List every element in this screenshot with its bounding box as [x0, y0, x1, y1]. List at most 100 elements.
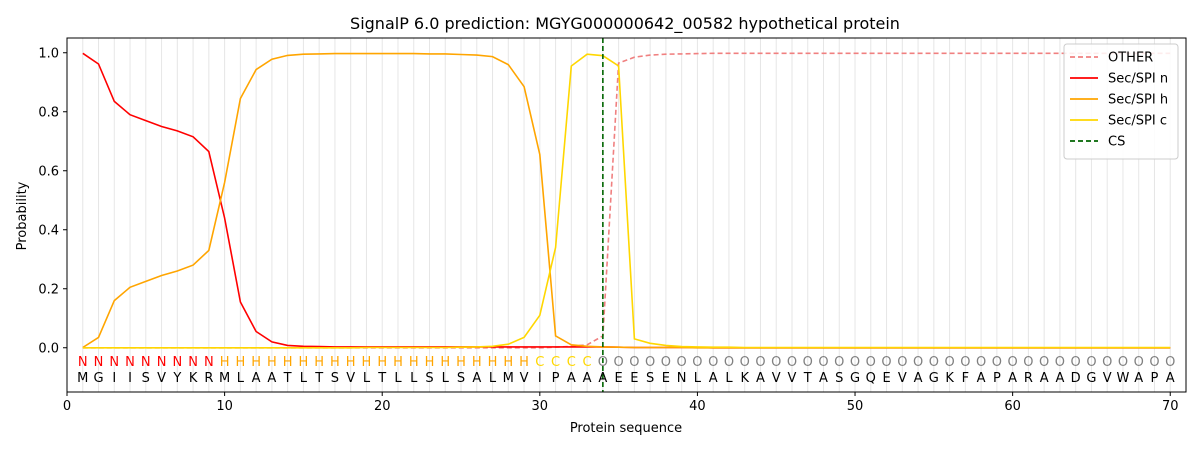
residue-letter: A [1166, 371, 1175, 386]
residue-letter: Q [866, 371, 876, 386]
region-label: O [645, 355, 655, 370]
region-label: N [157, 355, 167, 370]
region-label: O [629, 355, 639, 370]
residue-letter: G [929, 371, 939, 386]
x-axis-label: Protein sequence [570, 421, 682, 436]
x-tick-label: 60 [1004, 399, 1021, 414]
legend-label: Sec/SPI h [1108, 93, 1168, 108]
residue-letter: A [977, 371, 986, 386]
residue-letter: M [77, 371, 88, 386]
y-tick-label: 0.6 [38, 164, 59, 179]
region-label: O [724, 355, 734, 370]
legend-label: OTHER [1108, 51, 1153, 66]
residue-letter: P [993, 371, 1001, 386]
region-label: O [803, 355, 813, 370]
region-label: O [740, 355, 750, 370]
region-label: O [866, 355, 876, 370]
region-label: O [913, 355, 923, 370]
region-label: O [818, 355, 828, 370]
residue-letter: V [346, 371, 355, 386]
region-label: C [535, 355, 544, 370]
region-label: O [976, 355, 986, 370]
residue-letter: S [331, 371, 339, 386]
residue-letter: A [914, 371, 923, 386]
residue-letter: I [128, 371, 132, 386]
region-label: H [330, 355, 340, 370]
residue-letter: L [363, 371, 371, 386]
residue-letter: K [740, 371, 749, 386]
residue-letter: R [204, 371, 213, 386]
region-label: N [188, 355, 198, 370]
residue-letter: L [300, 371, 308, 386]
residue-letter: I [112, 371, 116, 386]
residue-letter: M [503, 371, 514, 386]
region-label: O [692, 355, 702, 370]
series-line-sec-spi-c [82, 53, 1171, 349]
residue-letter: S [425, 371, 433, 386]
residue-letter: A [1055, 371, 1064, 386]
residue-letter: V [1103, 371, 1112, 386]
residue-letter: A [567, 371, 576, 386]
residue-letter: A [1008, 371, 1017, 386]
residue-letter: A [252, 371, 261, 386]
region-label: H [425, 355, 435, 370]
residue-letter: F [962, 371, 969, 386]
region-label: O [787, 355, 797, 370]
region-label: O [661, 355, 671, 370]
region-label: H [251, 355, 261, 370]
legend-label: CS [1108, 135, 1125, 150]
y-tick-label: 0.8 [38, 105, 59, 120]
residue-letter: K [189, 371, 198, 386]
residue-letter: S [142, 371, 150, 386]
residue-letter: G [850, 371, 860, 386]
residue-letter: A [1134, 371, 1143, 386]
residue-letter: A [756, 371, 765, 386]
residue-letter: Y [172, 371, 181, 386]
region-label: H [235, 355, 245, 370]
region-label: N [141, 355, 151, 370]
region-label: H [267, 355, 277, 370]
residue-letter: V [520, 371, 529, 386]
residue-letter: W [1117, 371, 1130, 386]
x-tick-label: 50 [847, 399, 864, 414]
region-label: H [393, 355, 403, 370]
x-tick-label: 10 [216, 399, 233, 414]
residue-labels: NMNGNININSNVNYNKNRHMHLHAHAHTHLHTHSHVHLHT… [77, 355, 1175, 386]
x-tick-label: 20 [374, 399, 391, 414]
x-tick-label: 70 [1162, 399, 1179, 414]
legend-label: Sec/SPI c [1108, 114, 1167, 129]
residue-letter: T [283, 371, 292, 386]
region-label: O [708, 355, 718, 370]
region-label: N [125, 355, 135, 370]
residue-letter: V [772, 371, 781, 386]
residue-letter: V [157, 371, 166, 386]
residue-letter: L [694, 371, 702, 386]
region-label: O [992, 355, 1002, 370]
residue-letter: P [1151, 371, 1159, 386]
region-label: O [834, 355, 844, 370]
region-label: H [299, 355, 309, 370]
region-label: N [109, 355, 119, 370]
region-label: H [519, 355, 529, 370]
region-label: O [1086, 355, 1096, 370]
residue-letter: L [410, 371, 418, 386]
residue-letter: K [945, 371, 954, 386]
region-label: O [677, 355, 687, 370]
region-label: H [220, 355, 230, 370]
residue-letter: L [442, 371, 450, 386]
region-label: C [583, 355, 592, 370]
residue-letter: S [835, 371, 843, 386]
legend-box [1063, 43, 1179, 160]
residue-letter: G [1086, 371, 1096, 386]
residue-letter: M [219, 371, 230, 386]
residue-letter: E [630, 371, 638, 386]
region-label: O [1008, 355, 1018, 370]
residue-letter: A [819, 371, 828, 386]
region-label: O [1134, 355, 1144, 370]
y-tick-label: 1.0 [38, 46, 59, 61]
region-label: H [503, 355, 513, 370]
region-label: O [850, 355, 860, 370]
y-tick-label: 0.4 [38, 223, 59, 238]
residue-letter: A [583, 371, 592, 386]
residue-letter: T [803, 371, 812, 386]
